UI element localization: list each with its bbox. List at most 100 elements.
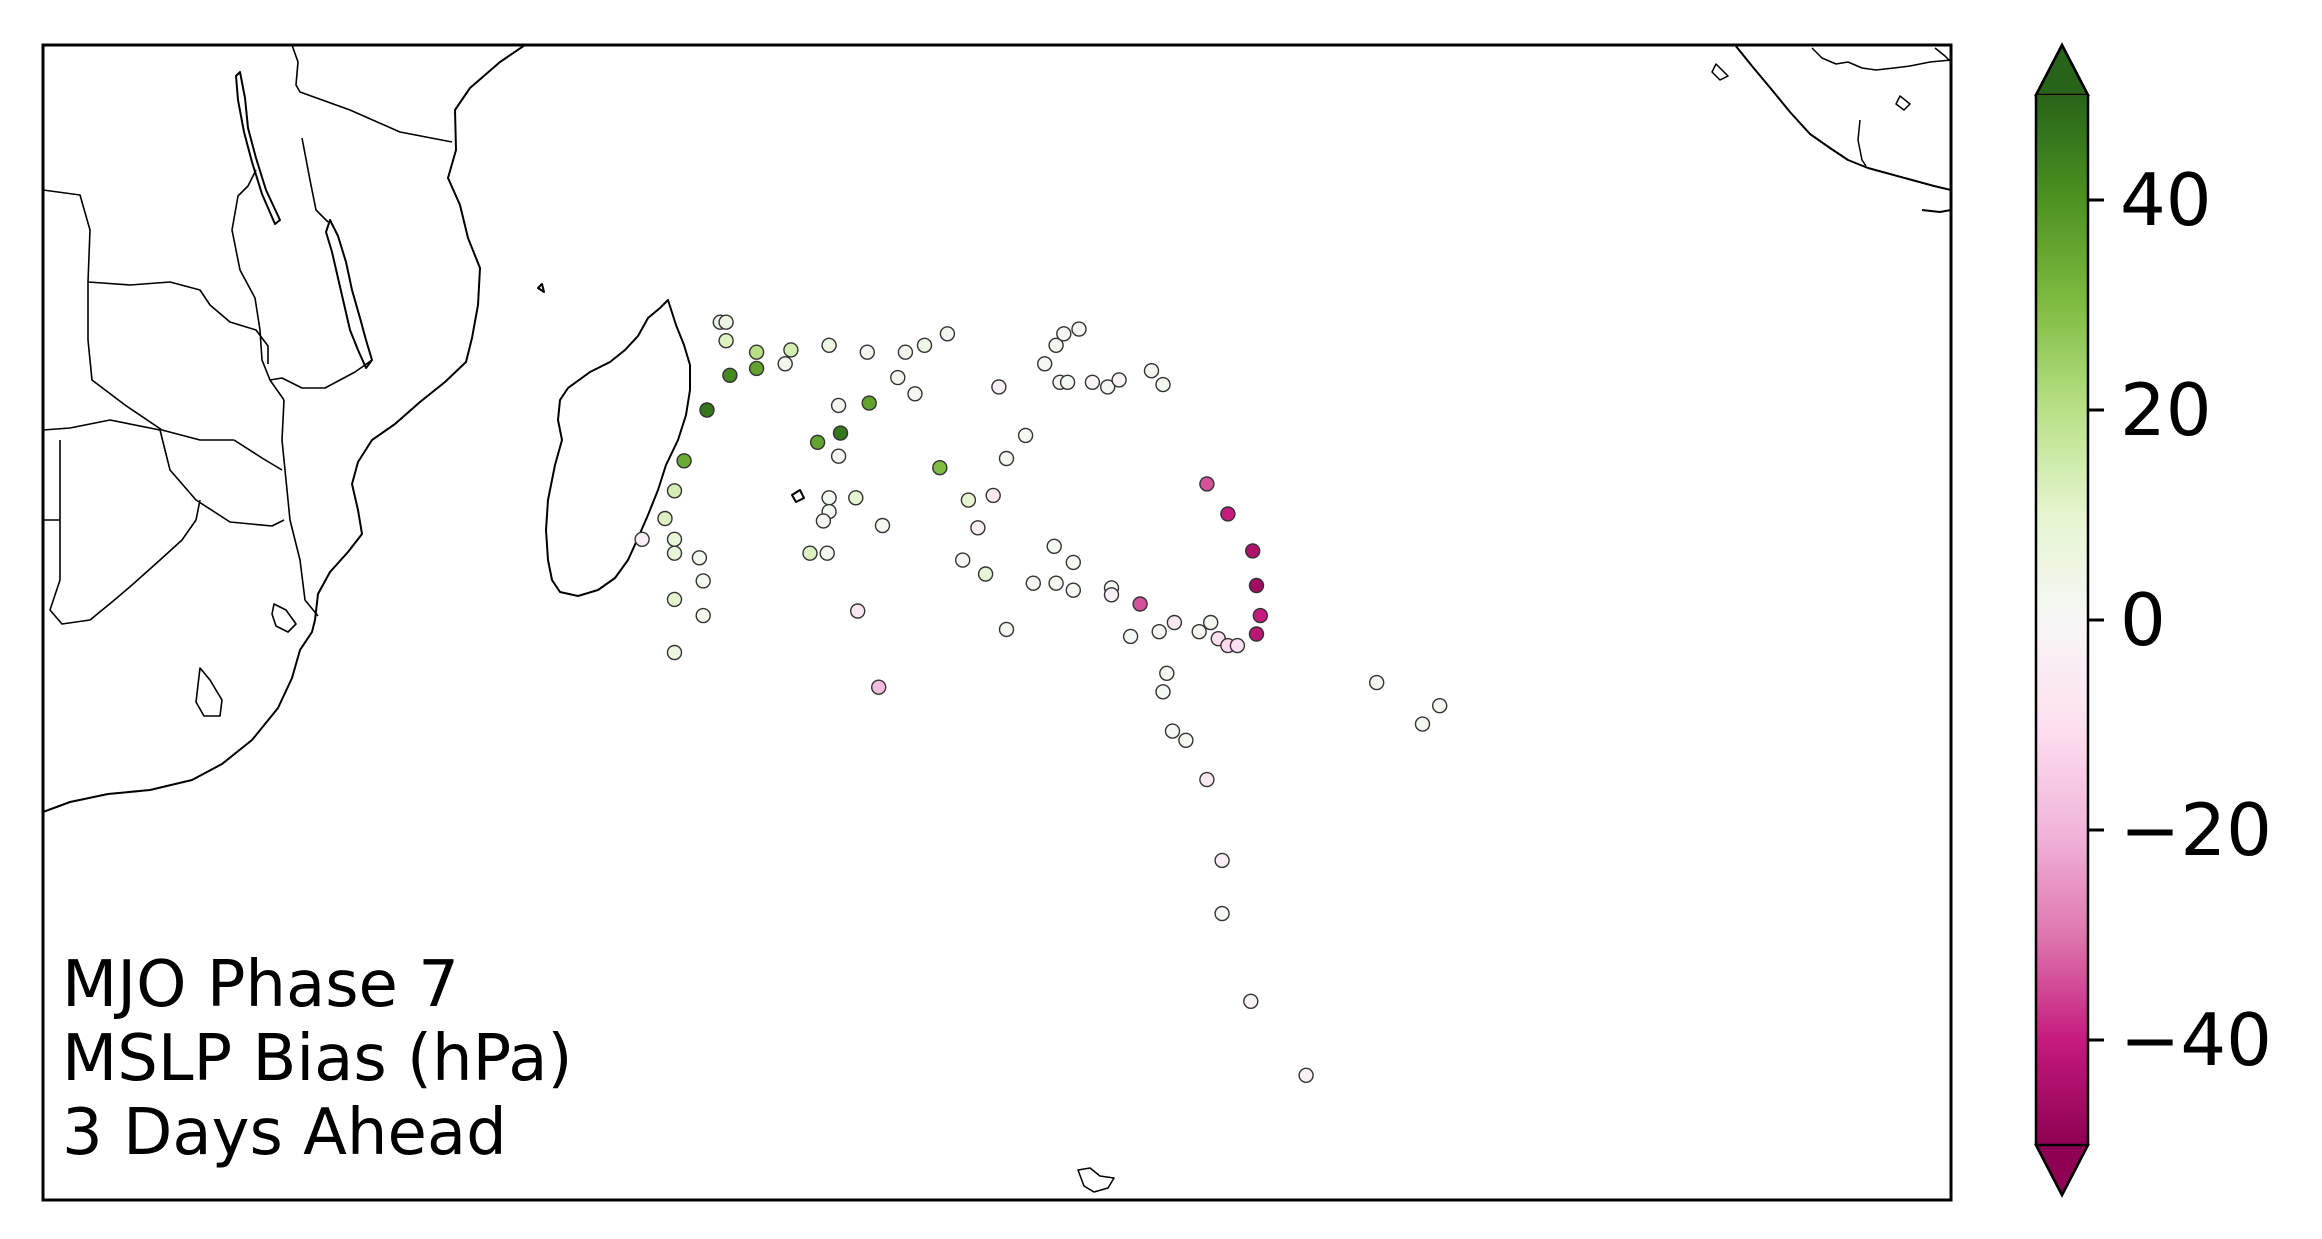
bias-point-6 bbox=[821, 337, 837, 353]
bias-point-35 bbox=[819, 545, 835, 561]
bias-point-61 bbox=[1046, 538, 1062, 554]
bias-point-49 bbox=[991, 379, 1007, 395]
bias-point-17 bbox=[666, 531, 683, 547]
bias-point-95 bbox=[1431, 698, 1448, 714]
colorbar: 40 20 0 −20 −40 bbox=[2033, 42, 2272, 1198]
colorbar-extend-top bbox=[2033, 42, 2091, 97]
map-background bbox=[43, 45, 1951, 1200]
bias-point-37 bbox=[850, 603, 866, 619]
lake-tanganyika bbox=[235, 71, 281, 225]
colorbar-tick-label-3: −20 bbox=[2120, 788, 2272, 872]
java-coastline bbox=[1921, 209, 1951, 213]
bias-point-69 bbox=[1132, 596, 1148, 612]
bias-point-59 bbox=[1143, 363, 1160, 379]
bias-point-85 bbox=[1155, 684, 1171, 700]
bias-point-50 bbox=[1036, 356, 1053, 372]
bias-point-9 bbox=[916, 337, 933, 353]
bias-point-31 bbox=[821, 490, 837, 506]
bias-point-70 bbox=[1122, 628, 1139, 645]
bias-point-77 bbox=[1229, 637, 1246, 654]
bias-point-19 bbox=[634, 531, 650, 547]
indonesia-islands bbox=[1711, 47, 1951, 167]
bias-point-65 bbox=[1065, 582, 1082, 598]
bias-point-79 bbox=[1220, 506, 1236, 522]
bias-point-25 bbox=[809, 434, 826, 450]
colorbar-tick-label-2: 0 bbox=[2120, 578, 2166, 662]
bias-point-29 bbox=[830, 448, 847, 464]
map-panel: MJO Phase 7 MSLP Bias (hPa) 3 Days Ahead bbox=[41, 43, 1953, 1202]
bias-point-24 bbox=[666, 644, 683, 661]
sumatra-coastline bbox=[1734, 45, 1951, 191]
bias-points bbox=[634, 314, 1448, 1084]
bias-point-72 bbox=[1166, 614, 1183, 631]
bias-point-52 bbox=[1056, 326, 1072, 342]
bias-point-92 bbox=[1298, 1067, 1314, 1084]
colorbar-extend-bottom bbox=[2033, 1143, 2091, 1198]
bias-point-15 bbox=[666, 483, 683, 499]
bias-point-46 bbox=[977, 566, 994, 582]
colorbar-tick-label-4: −40 bbox=[2120, 998, 2272, 1082]
bias-point-91 bbox=[1243, 993, 1259, 1009]
bias-point-93 bbox=[1368, 674, 1385, 691]
bias-point-40 bbox=[907, 386, 923, 402]
bias-point-5 bbox=[777, 356, 793, 372]
bias-point-88 bbox=[1199, 771, 1215, 788]
bias-point-55 bbox=[1059, 374, 1076, 390]
lake-malawi bbox=[325, 219, 373, 369]
bias-point-26 bbox=[832, 425, 849, 441]
bias-point-84 bbox=[1159, 665, 1175, 681]
bias-point-10 bbox=[939, 326, 956, 342]
colorbar-tick-label-0: 40 bbox=[2120, 158, 2212, 242]
bias-point-89 bbox=[1214, 852, 1230, 869]
annotation-phase: MJO Phase 7 bbox=[62, 948, 459, 1022]
colorbar-gradient bbox=[2036, 95, 2088, 1145]
bias-point-48 bbox=[1017, 427, 1034, 444]
bias-point-80 bbox=[1244, 543, 1261, 559]
colorbar-outline bbox=[2034, 42, 2090, 1198]
bias-point-38 bbox=[871, 679, 887, 695]
bias-point-39 bbox=[890, 369, 906, 386]
bias-point-74 bbox=[1202, 614, 1219, 631]
bias-point-51 bbox=[1048, 337, 1064, 353]
bias-point-34 bbox=[802, 545, 818, 561]
bias-point-27 bbox=[861, 395, 877, 411]
annotation-lead-time: 3 Days Ahead bbox=[62, 1096, 507, 1170]
bias-point-18 bbox=[666, 545, 683, 561]
bias-point-42 bbox=[960, 492, 977, 508]
bias-point-11 bbox=[722, 367, 738, 383]
bias-point-8 bbox=[897, 344, 914, 360]
bias-point-4 bbox=[783, 342, 799, 358]
bias-point-22 bbox=[666, 591, 683, 608]
bias-point-62 bbox=[1065, 554, 1082, 571]
bias-point-73 bbox=[1191, 624, 1207, 640]
bias-point-90 bbox=[1214, 905, 1230, 922]
bias-point-60 bbox=[1155, 376, 1171, 393]
mauritius-island bbox=[791, 489, 805, 503]
annotation-variable: MSLP Bias (hPa) bbox=[62, 1022, 572, 1096]
bias-point-78 bbox=[1199, 476, 1215, 492]
bias-point-3 bbox=[748, 344, 765, 360]
colorbar-ticks: 40 20 0 −20 −40 bbox=[2088, 158, 2272, 1082]
bias-point-23 bbox=[695, 607, 711, 624]
colorbar-tick-label-1: 20 bbox=[2120, 368, 2212, 452]
bias-point-68 bbox=[1103, 587, 1120, 603]
bias-point-28 bbox=[830, 397, 847, 414]
bias-point-2 bbox=[718, 333, 734, 349]
madagascar-island bbox=[545, 299, 691, 597]
bias-point-45 bbox=[955, 552, 971, 568]
bias-point-20 bbox=[691, 550, 708, 566]
bias-point-63 bbox=[1025, 575, 1042, 591]
country-borders bbox=[43, 45, 453, 717]
bias-point-7 bbox=[859, 344, 875, 360]
bias-point-33 bbox=[815, 513, 832, 529]
bias-point-86 bbox=[1164, 723, 1181, 739]
bias-point-44 bbox=[970, 520, 986, 536]
bias-point-36 bbox=[874, 517, 891, 534]
bias-point-87 bbox=[1178, 732, 1194, 748]
bias-point-57 bbox=[1099, 379, 1116, 395]
bias-point-83 bbox=[1248, 626, 1265, 642]
bias-point-81 bbox=[1248, 577, 1265, 594]
bias-point-30 bbox=[848, 490, 864, 506]
bias-point-1 bbox=[718, 314, 734, 330]
